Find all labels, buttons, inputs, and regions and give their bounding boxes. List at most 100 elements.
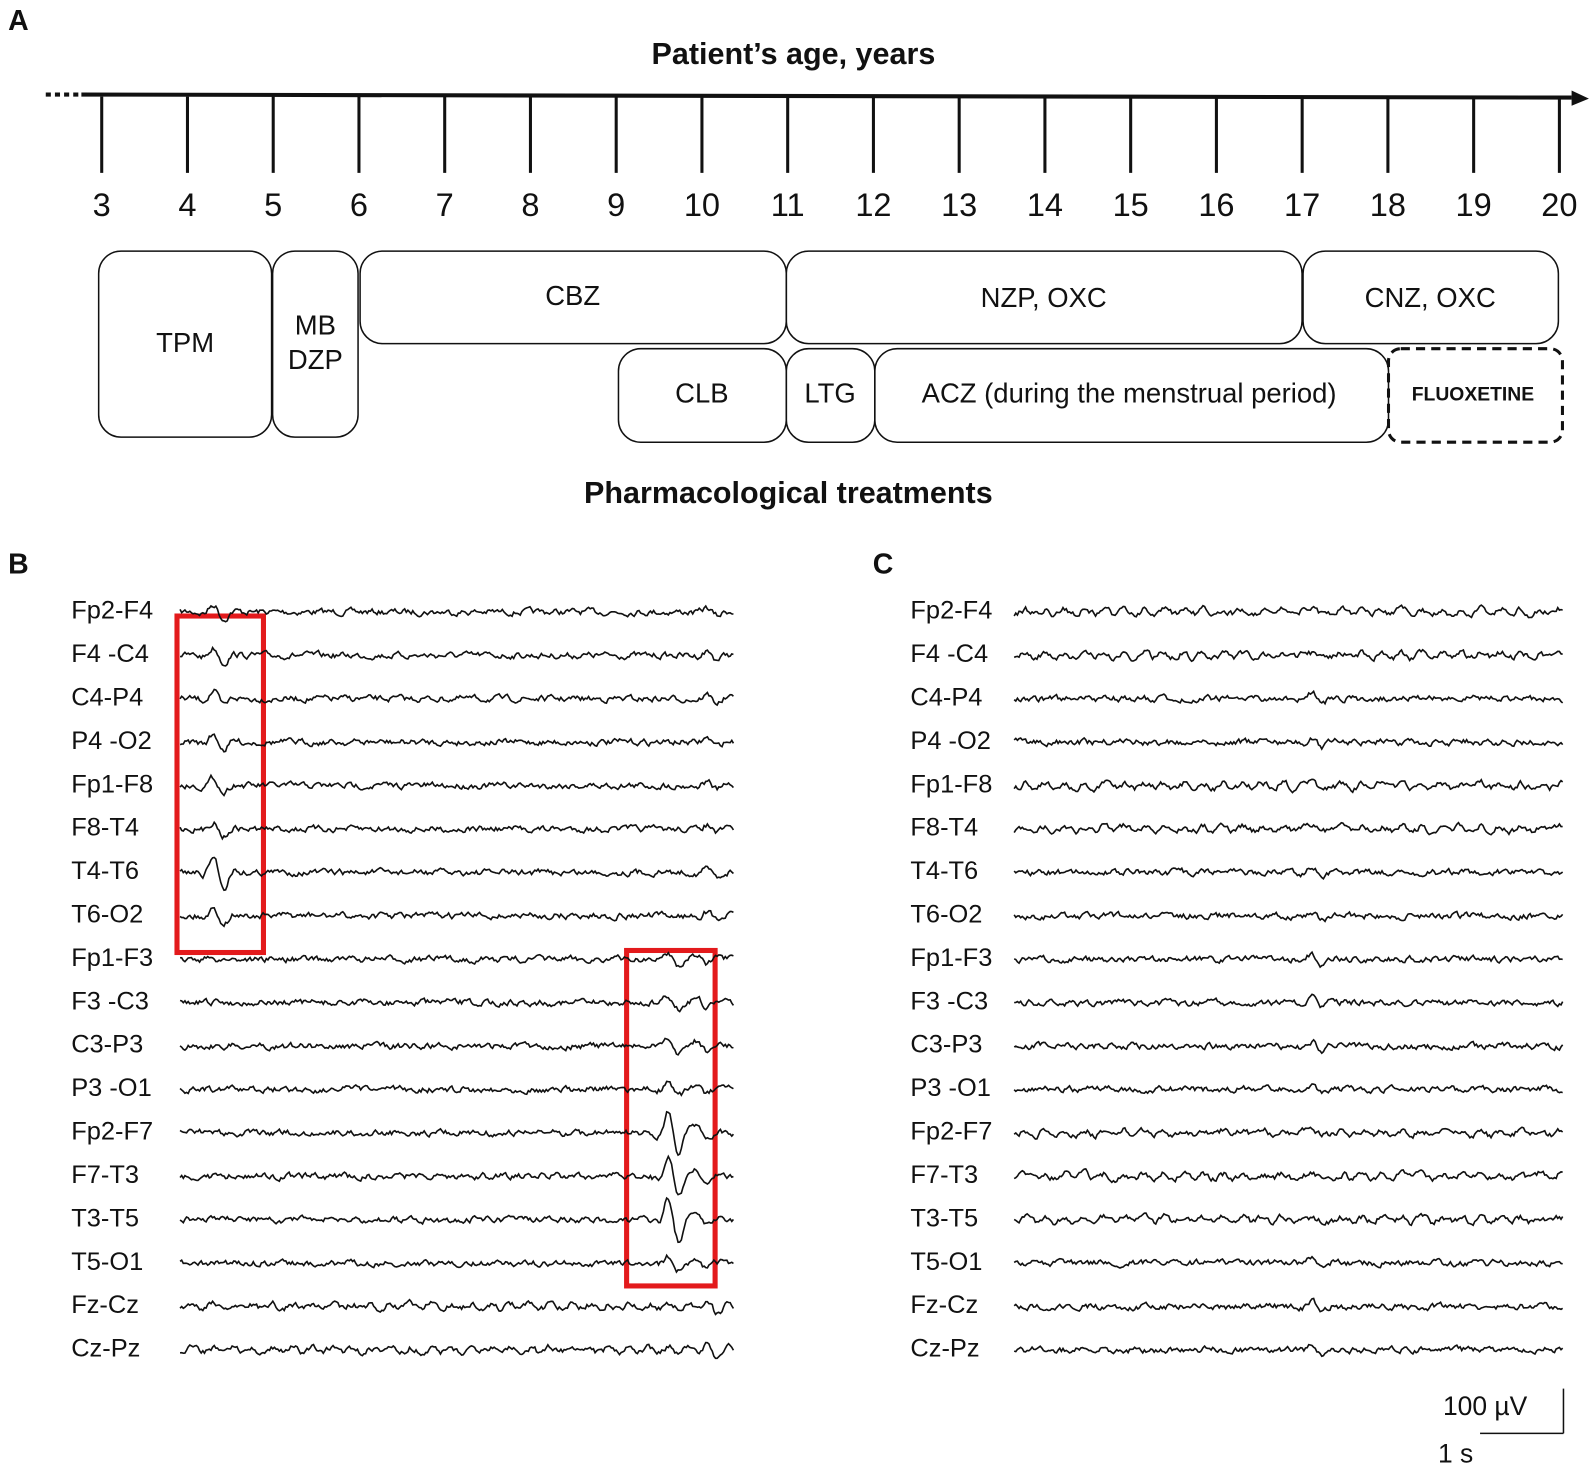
eeg-trace [1013,1343,1564,1358]
eeg-trace [179,1037,734,1056]
treatment-box [97,250,273,438]
eeg-trace [1013,1083,1563,1095]
eeg-trace [1013,778,1564,794]
channel-label: T4-T6 [71,857,139,885]
channel-label: Fp2-F7 [71,1118,153,1146]
channel-label: C3-P3 [910,1031,982,1059]
eeg-trace [179,907,734,928]
panel-letter: A [8,5,29,37]
timeline-title: Patient’s age, years [652,37,936,71]
eeg-trace [179,1298,735,1316]
treatment-label: CLB [675,378,728,409]
channel-label: C4-P4 [71,684,143,712]
eeg-trace [1013,604,1563,619]
age-label: 6 [350,187,368,223]
eeg-trace [1013,1126,1564,1141]
channel-label: F4 -C4 [910,640,988,668]
channel-label: T5-O1 [71,1248,143,1276]
treatment-label: CBZ [545,280,600,311]
age-label: 5 [264,187,282,223]
channel-label: F4 -C4 [71,640,149,668]
channel-label: C3-P3 [71,1031,143,1059]
treatment-label: LTG [804,378,855,409]
age-label: 11 [771,187,805,223]
channel-label: T4-T6 [910,857,978,885]
treatment-label: FLUOXETINE [1412,385,1534,406]
channel-label: Fz-Cz [71,1291,139,1319]
eeg-trace [179,1341,735,1360]
age-label: 19 [1456,187,1492,223]
age-label: 20 [1541,187,1577,223]
eeg-trace [179,951,734,968]
channel-label: C4-P4 [910,684,982,712]
treatment-box [1302,250,1560,345]
eeg-trace [1013,1168,1563,1184]
eeg-trace [1013,821,1563,836]
age-label: 12 [855,187,891,223]
channel-label: P4 -O2 [71,727,152,755]
channel-label: P3 -O1 [71,1074,152,1102]
channel-label: F3 -C3 [71,987,149,1015]
channel-label: Cz-Pz [71,1335,140,1363]
age-label: 15 [1113,187,1149,223]
age-label: 4 [178,187,196,223]
channel-label: F3 -C3 [910,987,988,1015]
eeg-trace [179,1253,734,1274]
eeg-trace [1013,1212,1564,1227]
eeg-trace [179,1154,734,1196]
eeg-trace [179,1080,734,1097]
panel-letter: B [8,549,29,581]
eeg-trace [1013,689,1564,706]
treatment-label: DZP [288,344,343,375]
channel-label: T5-O1 [910,1248,982,1276]
treatment-box [1386,347,1564,444]
eeg-trace [1013,1255,1563,1269]
eeg-trace [1013,736,1564,751]
eeg-trace [179,995,735,1013]
age-label: 9 [607,187,625,223]
age-label: 18 [1370,187,1406,223]
channel-label: Fz-Cz [910,1291,978,1319]
treatment-box [785,250,1303,345]
treatment-label: TPM [156,327,214,358]
channel-label: Fp2-F4 [910,597,992,625]
age-label: 16 [1198,187,1234,223]
eeg-trace [179,688,734,707]
channel-label: P3 -O1 [910,1074,991,1102]
treatment-label: ACZ (during the menstrual period) [922,378,1337,409]
eeg-trace [179,856,734,892]
channel-label: Fp2-F4 [71,597,153,625]
channel-label: Fp1-F8 [910,770,992,798]
channel-label: Fp2-F7 [910,1118,992,1146]
age-label: 8 [521,187,539,223]
treatment-box [271,250,359,438]
channel-label: F7-T3 [71,1161,139,1189]
channel-label: T3-T5 [910,1204,978,1232]
eeg-trace [179,773,735,797]
treatment-label: NZP, OXC [981,282,1107,313]
eeg-trace [180,645,734,667]
channel-label: F8-T4 [910,814,978,842]
eeg-trace [1013,1297,1564,1313]
age-axis [81,92,1572,100]
scale-amplitude: 100 µV [1443,1391,1528,1421]
age-label: 7 [436,187,454,223]
eeg-trace [1013,648,1563,663]
age-label: 3 [93,187,111,223]
eeg-trace [179,604,734,623]
panel-letter: C [873,549,894,581]
channel-label: T3-T5 [71,1204,139,1232]
channel-label: T6-O2 [910,901,982,929]
channel-label: T6-O2 [71,901,143,929]
treatment-label: CNZ, OXC [1365,282,1496,313]
age-label: 13 [941,187,977,223]
channel-label: Fp1-F3 [71,944,153,972]
channel-label: Fp1-F3 [910,944,992,972]
age-label: 17 [1284,187,1320,223]
highlight-box [624,947,718,1289]
channel-label: P4 -O2 [910,727,991,755]
axis-arrow [1571,90,1589,106]
treatments-title: Pharmacological treatments [584,476,993,510]
eeg-trace [179,1196,735,1244]
